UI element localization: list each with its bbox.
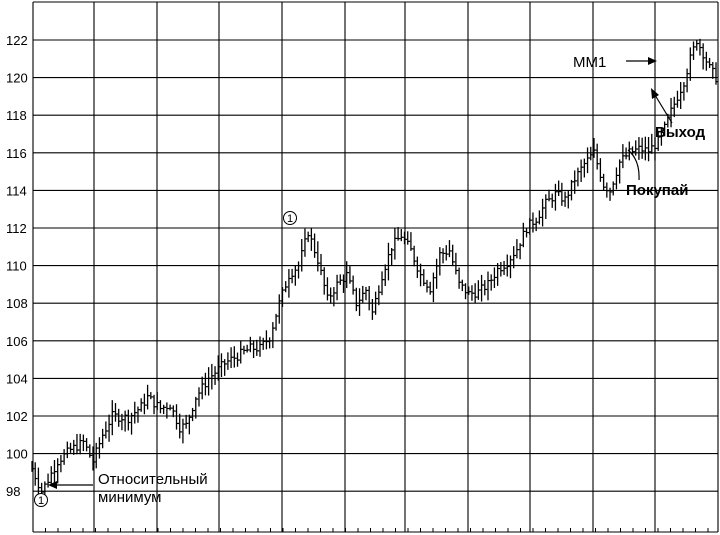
y-tick-label: 106 (6, 334, 28, 349)
mm1-arrow-head (648, 57, 657, 65)
marker-label-2: 1 (287, 213, 293, 225)
y-tick-label: 120 (6, 71, 28, 86)
marker-circle-1 (34, 493, 48, 507)
y-tick-label: 110 (6, 259, 27, 274)
annotation-exit: Выход (655, 124, 706, 141)
y-tick-label: 116 (6, 146, 27, 161)
y-tick-label: 114 (6, 183, 27, 198)
buy-pointer-line (627, 149, 640, 181)
rel-min-arrow-head (48, 481, 57, 489)
y-tick-label: 102 (6, 409, 28, 424)
marker-label-1: 1 (38, 495, 44, 507)
y-tick-label: 104 (6, 371, 28, 386)
y-tick-label: 112 (6, 221, 27, 236)
annotation-mm1: MM1 (573, 54, 606, 71)
annotations: MM1 Выход Покупай 1 1 Относительный мини… (34, 54, 706, 507)
x-axis-ticks (32, 528, 709, 532)
exit-pointer-head (651, 88, 659, 99)
annotation-rel-min-line2: минимум (98, 489, 161, 506)
y-tick-label: 122 (6, 33, 28, 48)
exit-pointer-line (654, 94, 673, 124)
y-tick-label: 100 (6, 447, 28, 462)
y-axis-ticks: 98 100 102 104 106 108 110 112 114 116 118 120 122 (6, 33, 28, 499)
y-tick-label: 108 (6, 296, 28, 311)
y-tick-label: 118 (6, 108, 27, 123)
price-bars (31, 38, 719, 502)
annotation-buy: Покупай (626, 182, 688, 199)
annotation-rel-min-line1: Относительный (98, 471, 208, 488)
marker-circle-2 (283, 211, 297, 225)
y-tick-label: 98 (6, 484, 20, 499)
